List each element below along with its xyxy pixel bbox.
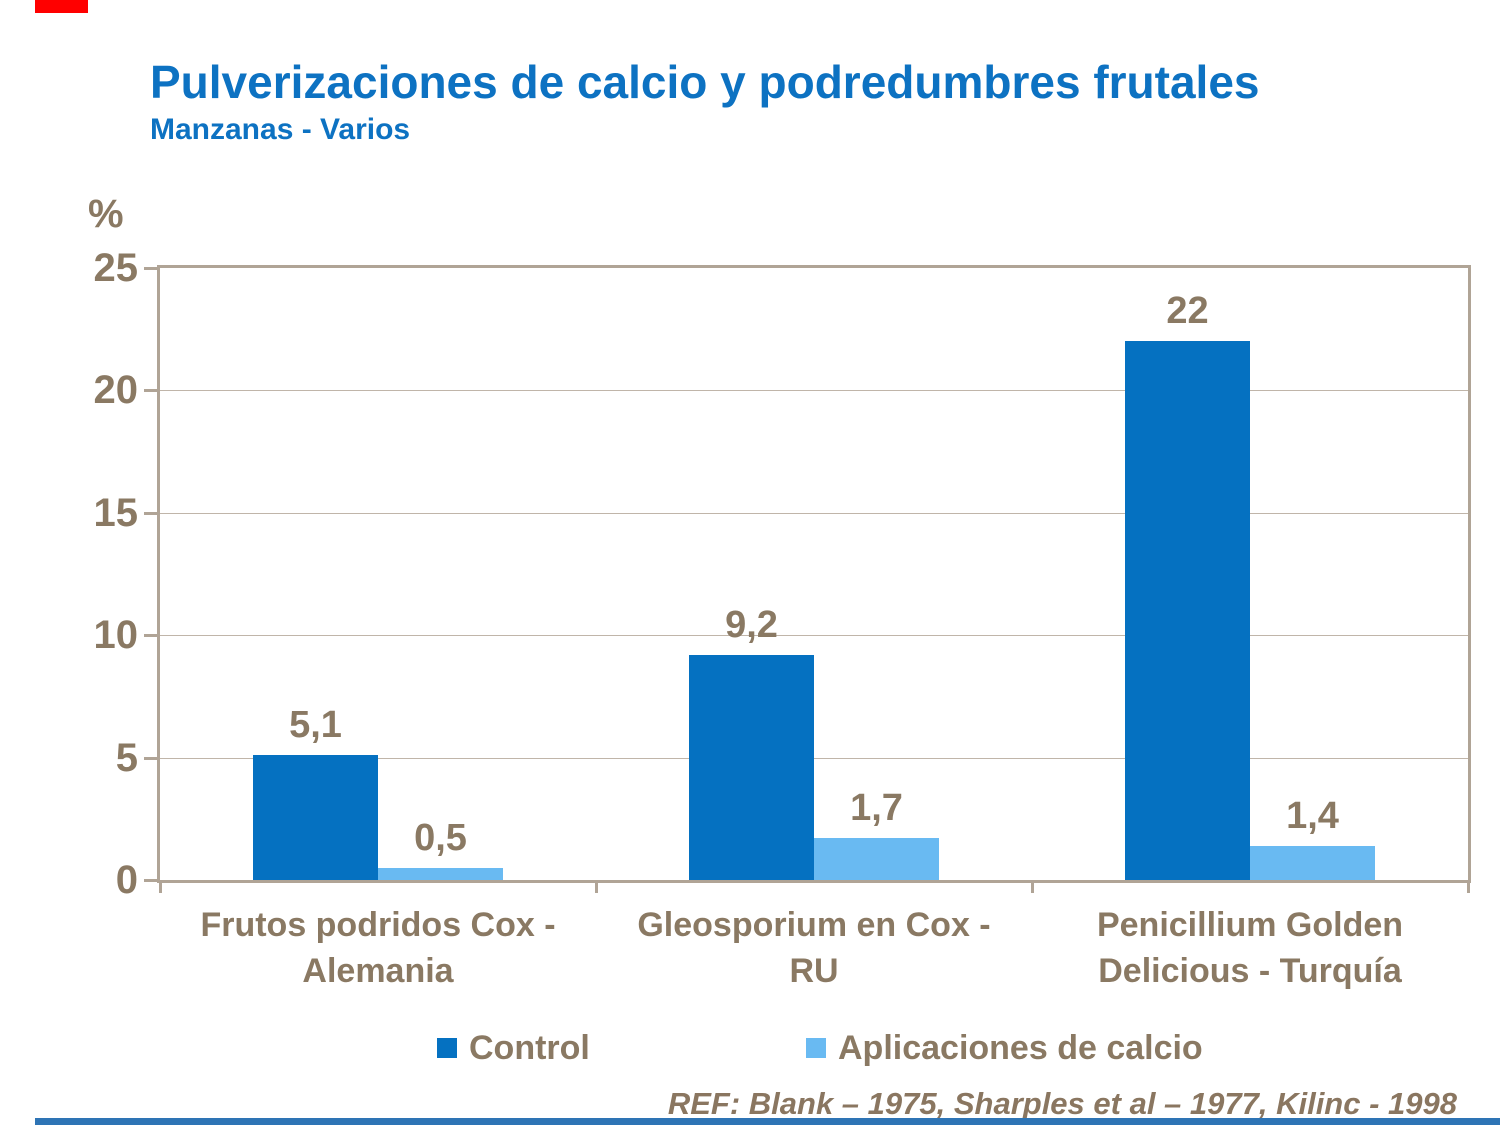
xtick-mark [159, 883, 162, 893]
gridline [160, 635, 1468, 637]
category-label: Gleosporium en Cox - RU [596, 902, 1032, 994]
value-label: 0,5 [414, 816, 467, 859]
bar-control [689, 654, 814, 880]
category-label: Frutos podridos Cox - Alemania [160, 902, 596, 994]
value-label: 1,4 [1286, 794, 1339, 837]
ytick-mark [144, 879, 160, 882]
bottom-blue-accent-bar [35, 1118, 1500, 1125]
ytick-label: 0 [115, 858, 138, 902]
xtick-mark [595, 883, 598, 893]
value-label: 1,7 [850, 787, 903, 830]
gridline [160, 512, 1468, 514]
ytick-mark [144, 389, 160, 393]
bar-calcio [814, 838, 939, 880]
category-label-line2: RU [789, 952, 839, 990]
xtick-mark [1031, 883, 1034, 893]
reference-text: REF: Blank – 1975, Sharples et al – 1977… [667, 1086, 1457, 1121]
legend-item: Control [437, 1026, 590, 1070]
value-label: 5,1 [289, 704, 342, 747]
value-label: 22 [1166, 290, 1209, 333]
bar-calcio [378, 867, 503, 880]
legend-label: Control [469, 1028, 590, 1067]
chart-subtitle: Manzanas - Varios [150, 113, 411, 146]
legend-label: Aplicaciones de calcio [838, 1028, 1203, 1067]
gridline [160, 390, 1468, 392]
ytick-label: 5 [115, 735, 138, 780]
legend-swatch [806, 1038, 826, 1058]
ytick-mark [144, 267, 160, 270]
ytick-mark [144, 634, 160, 638]
top-red-accent-bar [35, 0, 88, 13]
ytick-mark [144, 756, 160, 760]
y-axis-unit-label: % [88, 192, 124, 236]
category-label-line1: Frutos podridos Cox - [200, 906, 556, 944]
legend-swatch [437, 1038, 457, 1058]
chart-title: Pulverizaciones de calcio y podredumbres… [150, 56, 1260, 108]
ytick-label: 25 [93, 246, 139, 290]
ytick-mark [144, 511, 160, 515]
legend-item: Aplicaciones de calcio [806, 1026, 1203, 1070]
category-label-line2: Delicious - Turquía [1098, 952, 1402, 990]
category-axis-labels: Frutos podridos Cox - Alemania Gleosporium… [160, 902, 1468, 994]
plot-area: 5,1 0,5 9,2 1,7 22 1,4 [157, 265, 1471, 883]
xtick-mark [1467, 883, 1470, 893]
category-label-line2: Alemania [302, 952, 454, 990]
category-label: Penicillium Golden Delicious - Turquía [1032, 902, 1468, 994]
ytick-label: 20 [93, 368, 139, 413]
category-label-line1: Penicillium Golden [1096, 906, 1404, 944]
bar-calcio [1250, 845, 1375, 880]
ytick-label: 15 [93, 490, 139, 535]
category-label-line1: Gleosporium en Cox - [637, 906, 991, 944]
bar-control [1125, 341, 1250, 880]
gridline [160, 757, 1468, 759]
ytick-label: 10 [93, 613, 139, 658]
bar-control [253, 755, 378, 880]
value-label: 9,2 [725, 603, 778, 646]
